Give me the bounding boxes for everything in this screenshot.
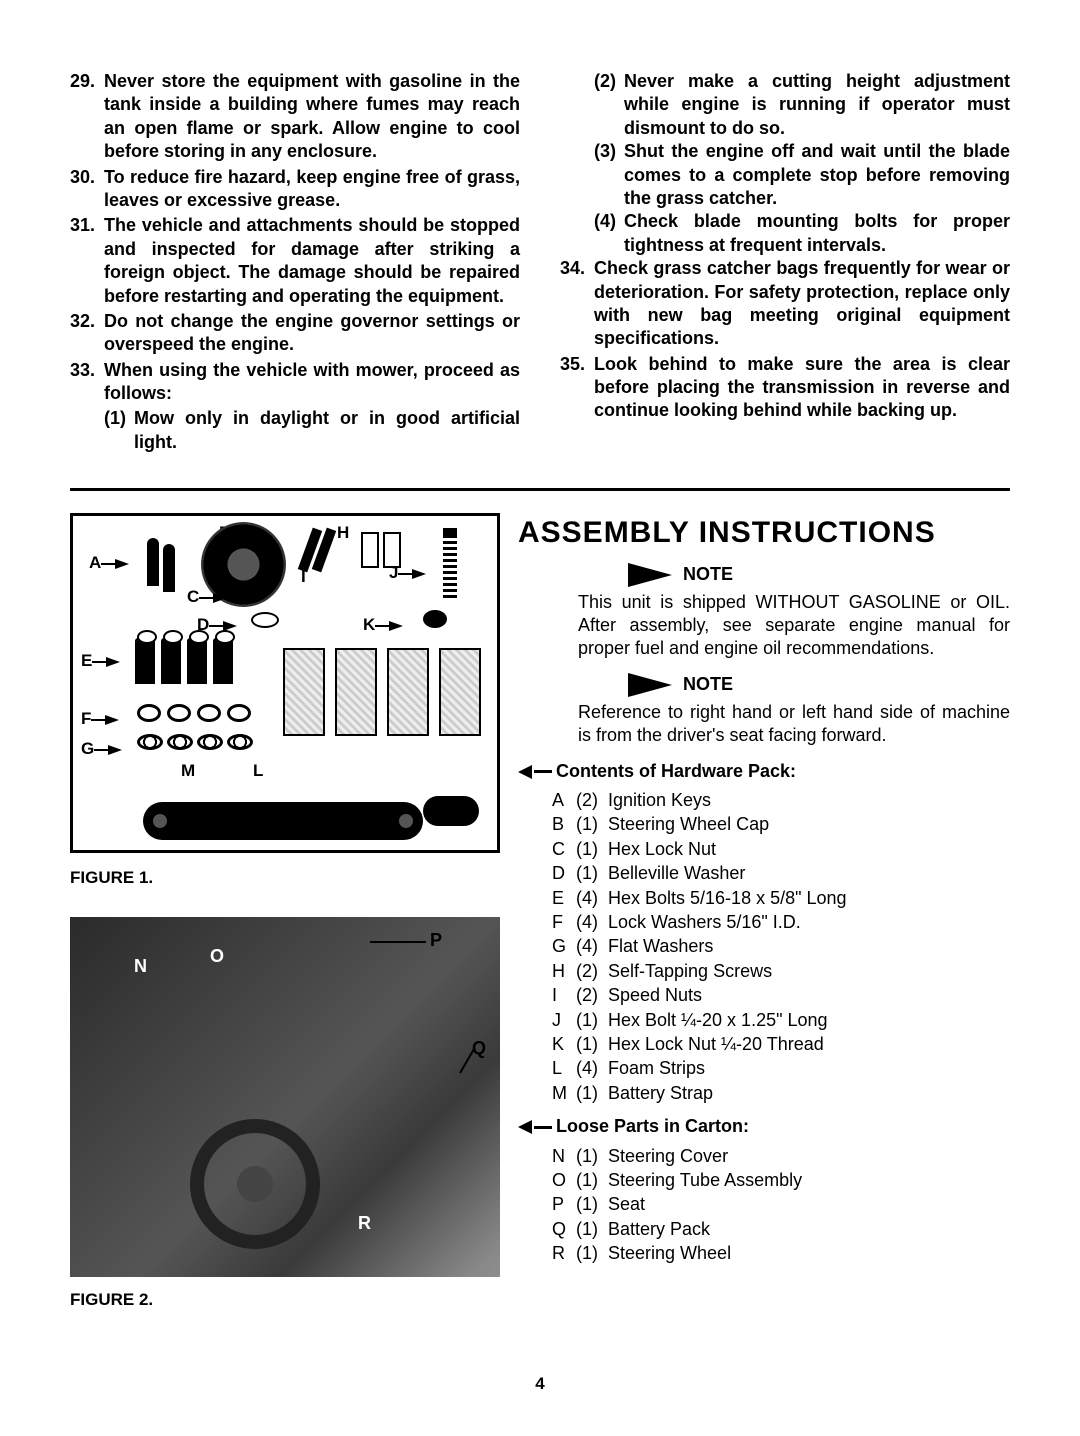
note-2: NOTE Reference to right hand or left han… [518,673,1010,748]
arrow-icon [628,673,672,697]
rule-item: 32.Do not change the engine governor set… [70,310,520,357]
hardware-list: A(2)Ignition KeysB(1)Steering Wheel CapC… [552,789,1010,1105]
sub-rule-item: (1)Mow only in daylight or in good artif… [104,407,520,454]
fig1-label-H: H [337,522,349,544]
page-number: 4 [70,1373,1010,1395]
parts-item: C(1)Hex Lock Nut [552,838,1010,861]
rule-item: 30.To reduce fire hazard, keep engine fr… [70,166,520,213]
parts-item: D(1)Belleville Washer [552,862,1010,885]
note-label: NOTE [683,564,733,584]
rule-item: 33.When using the vehicle with mower, pr… [70,359,520,406]
parts-item: K(1)Hex Lock Nut ¼-20 Thread [552,1033,1010,1056]
figure-2-caption: FIGURE 2. [70,1289,500,1311]
rule-item: 35.Look behind to make sure the area is … [560,353,1010,423]
sub-rule-item: (2)Never make a cutting height adjustmen… [594,70,1010,140]
parts-item: R(1)Steering Wheel [552,1242,1010,1265]
fig1-label-A: A [89,553,101,572]
figure-1-caption: FIGURE 1. [70,867,500,889]
hardware-pack-heading: Contents of Hardware Pack: [518,760,1010,783]
loose-parts-list: N(1)Steering CoverO(1)Steering Tube Asse… [552,1145,1010,1266]
figure-2: N O P Q R [70,917,500,1277]
fig1-label-M: M [181,760,195,782]
fig2-label-P: P [430,929,442,952]
sub-rule-item: (4)Check blade mounting bolts for proper… [594,210,1010,257]
parts-item: A(2)Ignition Keys [552,789,1010,812]
arrow-icon [628,563,672,587]
note-1: NOTE This unit is shipped WITHOUT GASOLI… [518,562,1010,660]
rule-item: 34.Check grass catcher bags frequently f… [560,257,1010,351]
parts-item: G(4)Flat Washers [552,935,1010,958]
parts-item: Q(1)Battery Pack [552,1218,1010,1241]
parts-item: I(2)Speed Nuts [552,984,1010,1007]
parts-item: E(4)Hex Bolts 5/16-18 x 5/8" Long [552,887,1010,910]
parts-item: L(4)Foam Strips [552,1057,1010,1080]
parts-item: P(1)Seat [552,1193,1010,1216]
assembly-title: ASSEMBLY INSTRUCTIONS [518,513,1010,552]
rule-item: 29.Never store the equipment with gasoli… [70,70,520,164]
parts-item: F(4)Lock Washers 5/16" I.D. [552,911,1010,934]
sub-rule-item: (3)Shut the engine off and wait until th… [594,140,1010,210]
fig1-label-C: C [187,587,199,606]
fig1-label-J: J [389,563,398,582]
parts-item: M(1)Battery Strap [552,1082,1010,1105]
fig1-label-I: I [301,567,306,586]
assembly-section: A B H I J C D K E F [70,513,1010,1339]
figure-1: A B H I J C D K E F [70,513,500,853]
fig1-label-F: F [81,709,91,728]
note-2-text: Reference to right hand or left hand sid… [578,701,1010,748]
assembly-text-column: ASSEMBLY INSTRUCTIONS NOTE This unit is … [518,513,1010,1339]
fig1-label-L: L [253,760,263,782]
parts-item: H(2)Self-Tapping Screws [552,960,1010,983]
fig2-label-N: N [134,955,147,978]
fig1-label-K: K [363,615,375,634]
rules-col-left: 29.Never store the equipment with gasoli… [70,70,520,454]
note-label: NOTE [683,674,733,694]
safety-rules-columns: 29.Never store the equipment with gasoli… [70,70,1010,454]
fig1-label-G: G [81,739,94,758]
figures-column: A B H I J C D K E F [70,513,500,1339]
fig2-label-R: R [358,1212,371,1235]
section-divider [70,488,1010,491]
fig1-label-E: E [81,651,92,670]
rule-item: 31.The vehicle and attachments should be… [70,214,520,308]
left-arrow-icon [518,1120,532,1134]
parts-item: B(1)Steering Wheel Cap [552,813,1010,836]
parts-item: J(1)Hex Bolt ¼-20 x 1.25" Long [552,1009,1010,1032]
left-arrow-icon [518,765,532,779]
parts-item: O(1)Steering Tube Assembly [552,1169,1010,1192]
parts-item: N(1)Steering Cover [552,1145,1010,1168]
note-1-text: This unit is shipped WITHOUT GASOLINE or… [578,591,1010,661]
loose-parts-heading: Loose Parts in Carton: [518,1115,1010,1138]
fig2-label-O: O [210,945,224,968]
rules-col-right: (2)Never make a cutting height adjustmen… [560,70,1010,454]
